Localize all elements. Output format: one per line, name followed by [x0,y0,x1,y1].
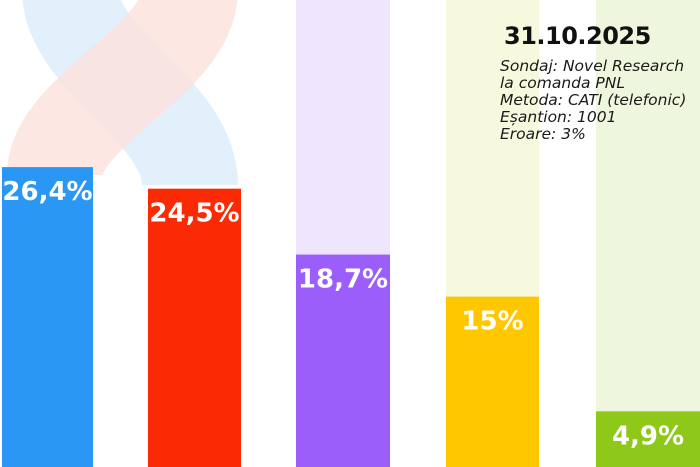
bar-label-3: 18,7% [298,265,388,295]
info-line-source: Sondaj: Novel Research [500,57,685,75]
survey-info-block: 31.10.2025 Sondaj: Novel Research la com… [500,22,700,143]
poll-date: 31.10.2025 [504,22,651,50]
bar-label-4: 15% [461,307,523,337]
column-shade-5 [596,0,700,467]
bar-label-5: 4,9% [612,421,684,451]
decorative-ribbon-red [7,0,238,181]
info-line-client: la comanda PNL [500,74,625,92]
bar-labels-group: 26,4% 24,5% 18,7% 15% 4,9% [2,177,684,451]
bar-5 [596,411,700,467]
bars-group [2,167,700,467]
bar-1 [2,167,93,467]
background-decoration [7,0,700,467]
info-line-method: Metoda: CATI (telefonic) [500,91,687,109]
bar-label-2: 24,5% [149,199,239,229]
bar-label-1: 26,4% [2,177,92,207]
info-line-sample: Eșantion: 1001 [500,108,617,126]
bar-2 [148,188,241,467]
bar-4 [446,296,539,467]
bar-3 [296,254,390,467]
info-line-error: Eroare: 3% [500,125,586,143]
